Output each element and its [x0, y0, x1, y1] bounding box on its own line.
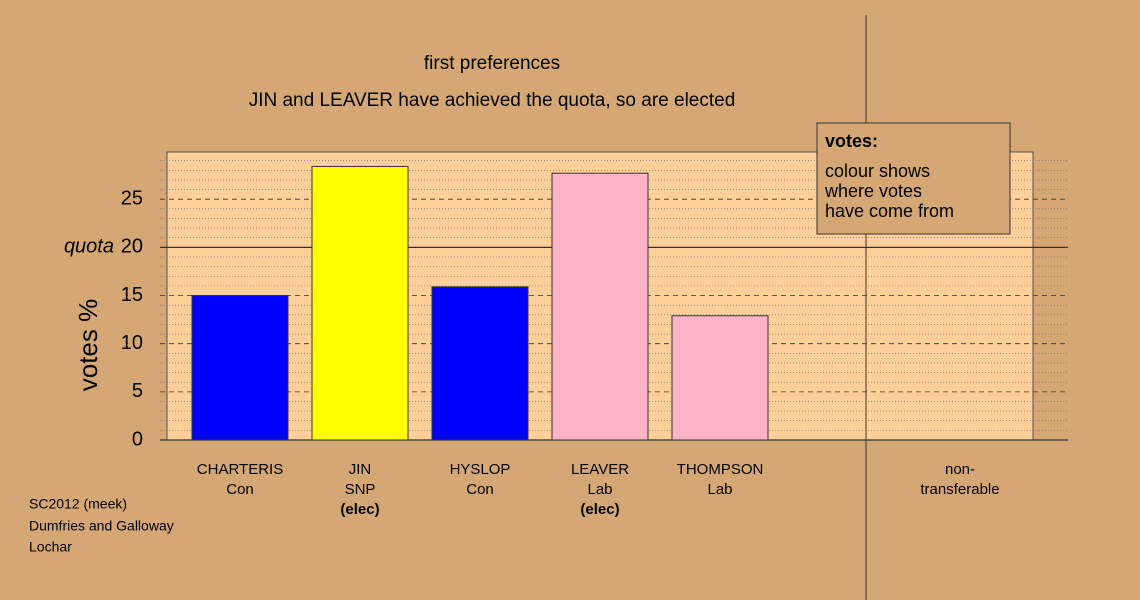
footnote: Dumfries and Galloway — [29, 518, 174, 534]
footnote: SC2012 (meek) — [29, 496, 127, 512]
x-tick-label: Lab — [707, 481, 732, 498]
legend-text: have come from — [825, 201, 954, 221]
y-axis-label: votes % — [73, 299, 103, 392]
chart-subtitle: JIN and LEAVER have achieved the quota, … — [249, 90, 736, 111]
x-tick-label: JIN — [349, 461, 372, 478]
x-tick-label: non- — [945, 461, 975, 478]
bar — [191, 295, 289, 441]
x-tick-label: SNP — [345, 481, 376, 498]
legend-box — [816, 122, 1011, 235]
x-tick-label: Con — [226, 481, 254, 498]
x-tick-label: transferable — [920, 481, 999, 498]
y-tick-label: 20 — [121, 236, 143, 258]
bar — [311, 165, 409, 441]
bar — [671, 315, 769, 441]
x-tick-label: LEAVER — [571, 461, 629, 478]
y-tick-label: 25 — [121, 187, 143, 209]
legend-text: where votes — [824, 181, 922, 201]
legend-text: colour shows — [825, 161, 930, 181]
x-tick-label: Con — [466, 481, 494, 498]
footnote: Lochar — [29, 539, 72, 555]
x-tick-note: (elec) — [580, 501, 619, 518]
x-tick-note: (elec) — [340, 501, 379, 518]
x-tick-label: CHARTERIS — [197, 461, 283, 478]
x-tick-label: THOMPSON — [677, 461, 764, 478]
y-tick-label: 15 — [121, 284, 143, 306]
labels: CHARTERIS Con JIN SNP (elec) HYSLOP Con LEAVER L… — [197, 461, 1000, 518]
x-tick-label: HYSLOP — [450, 461, 511, 478]
bar — [431, 286, 529, 441]
y-tick-label: 10 — [121, 332, 143, 354]
bars — [191, 165, 769, 441]
legend: votes: colour shows where votes have com… — [816, 122, 1011, 235]
quota-label: quota — [64, 236, 114, 258]
y-tick-label: 0 — [132, 428, 143, 450]
legend-title: votes: — [825, 131, 878, 151]
x-tick-label: Lab — [587, 481, 612, 498]
y-tick-label: 5 — [132, 380, 143, 402]
bar — [551, 172, 649, 441]
chart-title: first preferences — [424, 53, 560, 74]
